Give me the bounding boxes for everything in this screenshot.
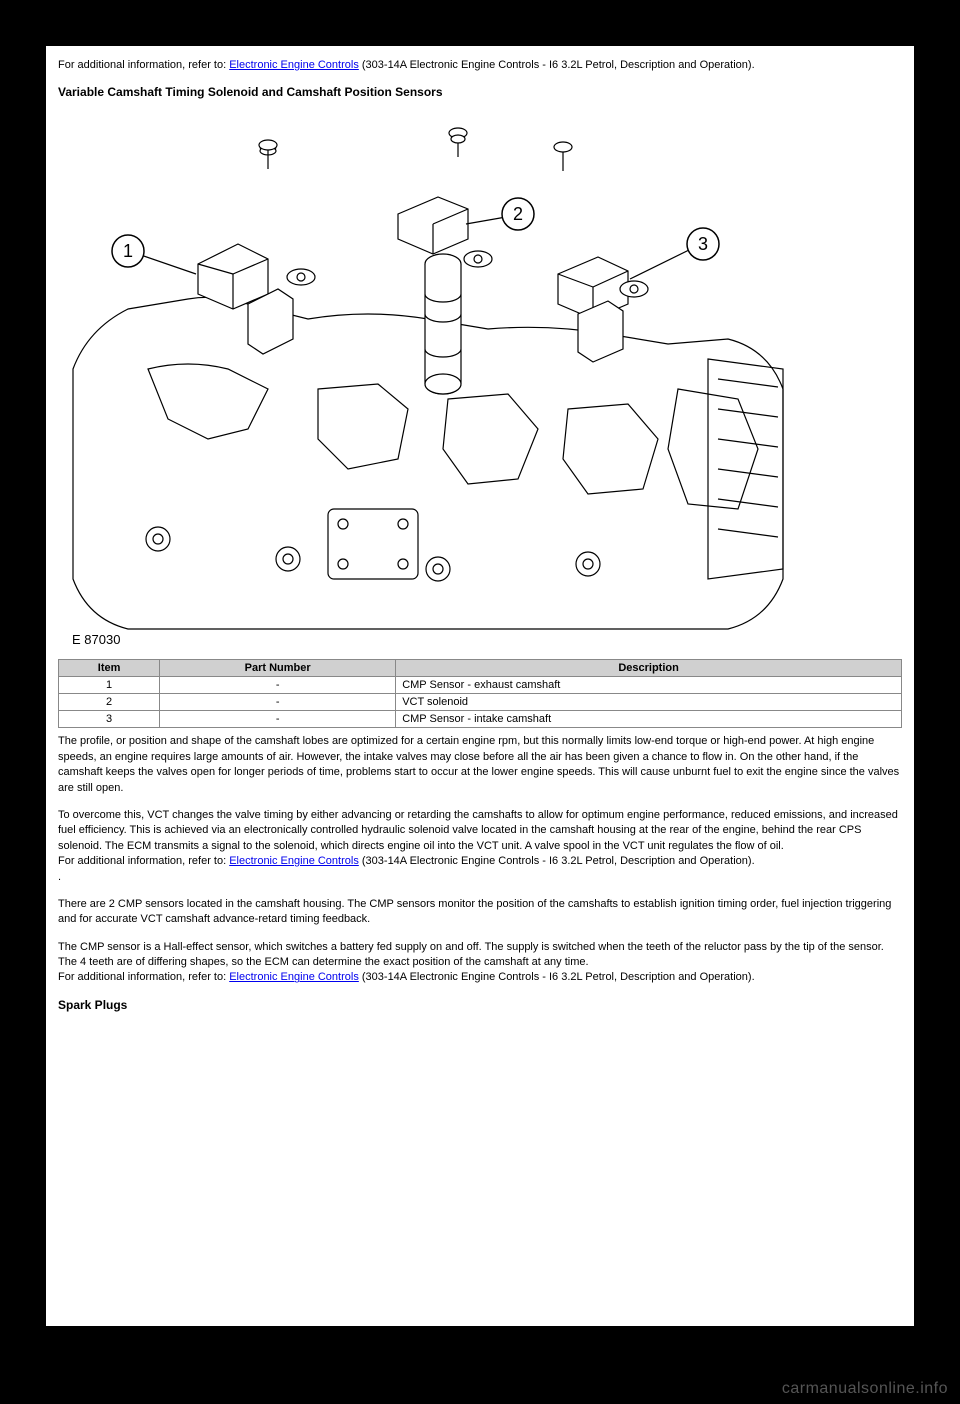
intro-prefix: For additional information, refer to: bbox=[58, 59, 229, 71]
paragraph-4-block: The CMP sensor is a Hall-effect sensor, … bbox=[58, 940, 902, 986]
table-header-part-number: Part Number bbox=[160, 660, 396, 677]
diagram-reference: E 87030 bbox=[72, 632, 120, 647]
cell-item: 2 bbox=[59, 694, 160, 711]
parts-table: Item Part Number Description 1 - CMP Sen… bbox=[58, 659, 902, 728]
p4-refer-prefix: For additional information, refer to: bbox=[58, 971, 229, 983]
p2-refer-link[interactable]: Electronic Engine Controls bbox=[229, 855, 359, 867]
section-heading-vct: Variable Camshaft Timing Solenoid and Ca… bbox=[58, 85, 902, 99]
callout-2-text: 2 bbox=[513, 204, 523, 224]
paragraph-2: To overcome this, VCT changes the valve … bbox=[58, 809, 898, 852]
watermark: carmanualsonline.info bbox=[782, 1380, 948, 1398]
cell-description: CMP Sensor - exhaust camshaft bbox=[396, 677, 902, 694]
cell-part-number: - bbox=[160, 677, 396, 694]
intro-paragraph: For additional information, refer to: El… bbox=[58, 58, 902, 73]
p4-refer-link[interactable]: Electronic Engine Controls bbox=[229, 971, 359, 983]
p2-refer-suffix: (303-14A Electronic Engine Controls - I6… bbox=[359, 855, 755, 867]
cell-description: CMP Sensor - intake camshaft bbox=[396, 711, 902, 728]
p2-refer-prefix: For additional information, refer to: bbox=[58, 855, 229, 867]
section-heading-spark-plugs: Spark Plugs bbox=[58, 998, 902, 1012]
dot: . bbox=[58, 871, 61, 883]
p4-refer-suffix: (303-14A Electronic Engine Controls - I6… bbox=[359, 971, 755, 983]
cell-part-number: - bbox=[160, 711, 396, 728]
cell-item: 3 bbox=[59, 711, 160, 728]
cell-description: VCT solenoid bbox=[396, 694, 902, 711]
paragraph-1: The profile, or position and shape of th… bbox=[58, 734, 902, 796]
paragraph-3: There are 2 CMP sensors located in the c… bbox=[58, 897, 902, 928]
callout-3-text: 3 bbox=[698, 234, 708, 254]
cell-part-number: - bbox=[160, 694, 396, 711]
intro-link[interactable]: Electronic Engine Controls bbox=[229, 59, 359, 71]
paragraph-4: The CMP sensor is a Hall-effect sensor, … bbox=[58, 941, 884, 968]
table-header-item: Item bbox=[59, 660, 160, 677]
paragraph-2-block: To overcome this, VCT changes the valve … bbox=[58, 808, 902, 885]
table-header-description: Description bbox=[396, 660, 902, 677]
intro-suffix: (303-14A Electronic Engine Controls - I6… bbox=[359, 59, 755, 71]
callout-1-text: 1 bbox=[123, 241, 133, 261]
diagram-vct-sensors: 1 2 3 E 87030 bbox=[68, 109, 788, 649]
table-row: 3 - CMP Sensor - intake camshaft bbox=[59, 711, 902, 728]
cell-item: 1 bbox=[59, 677, 160, 694]
table-row: 1 - CMP Sensor - exhaust camshaft bbox=[59, 677, 902, 694]
table-row: 2 - VCT solenoid bbox=[59, 694, 902, 711]
